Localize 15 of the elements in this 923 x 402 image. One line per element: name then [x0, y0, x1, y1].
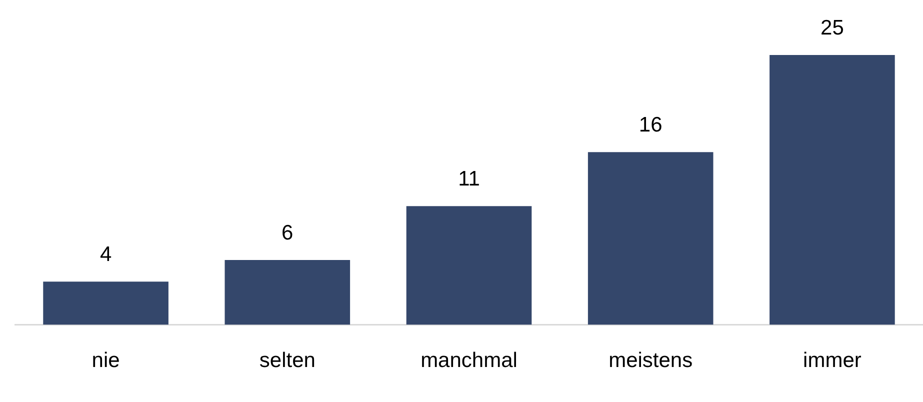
- bar: [770, 55, 895, 325]
- x-tick-label: immer: [803, 349, 862, 372]
- data-label: 11: [458, 167, 480, 190]
- x-tick-label: nie: [92, 349, 120, 372]
- data-label: 25: [820, 16, 844, 40]
- data-label: 16: [638, 113, 662, 136]
- bar: [43, 282, 168, 325]
- data-label: 4: [100, 242, 112, 266]
- x-tick-label: meistens: [608, 349, 693, 372]
- bar: [406, 206, 532, 325]
- data-label: 6: [282, 221, 294, 244]
- x-tick-label: selten: [259, 349, 316, 372]
- bar: [224, 260, 350, 325]
- bar: [588, 152, 714, 325]
- x-tick-label: manchmal: [420, 349, 518, 372]
